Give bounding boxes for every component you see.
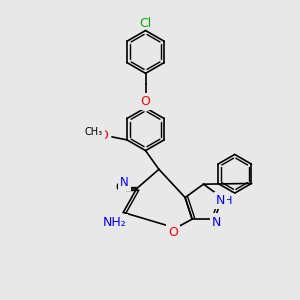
Text: N: N bbox=[212, 216, 222, 229]
Text: O: O bbox=[141, 95, 151, 108]
Text: NH₂: NH₂ bbox=[103, 216, 126, 229]
Text: C: C bbox=[116, 181, 124, 194]
Text: O: O bbox=[98, 129, 108, 142]
Text: O: O bbox=[168, 226, 178, 239]
Text: N: N bbox=[120, 176, 129, 189]
Text: H: H bbox=[224, 196, 232, 206]
Text: Cl: Cl bbox=[140, 16, 152, 30]
Text: N: N bbox=[216, 194, 225, 207]
Text: CH₃: CH₃ bbox=[85, 127, 103, 136]
